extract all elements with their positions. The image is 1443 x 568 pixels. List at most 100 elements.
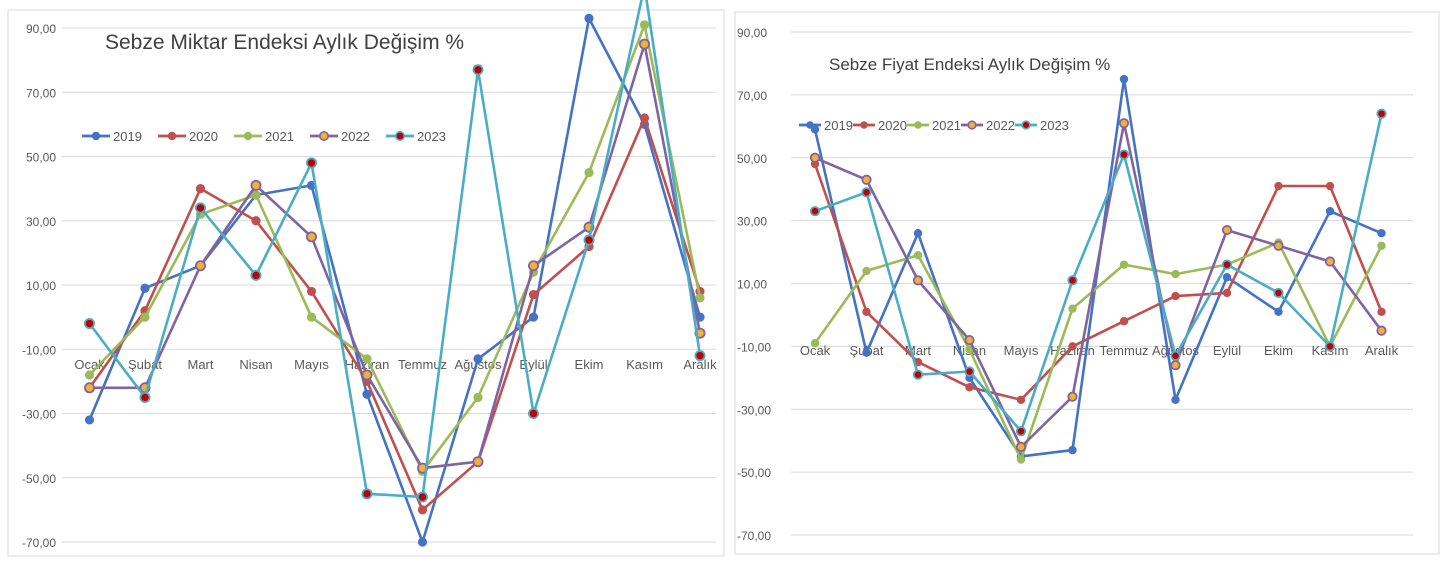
data-point-2021-agustos xyxy=(473,392,483,403)
data-point-2023-aralik xyxy=(694,350,706,362)
data-point-2019-mart xyxy=(913,229,923,238)
legend-item-2022: 2022 xyxy=(961,118,1015,133)
data-point-2021-haziran xyxy=(1068,304,1077,313)
data-point-2021-kasim xyxy=(639,20,650,30)
series-2020 xyxy=(810,159,1386,405)
data-point-2020-aralik xyxy=(1377,307,1386,316)
data-point-2023-subat xyxy=(861,187,872,198)
data-point-2023-ocak xyxy=(809,206,821,217)
y-tick-label: -70,00 xyxy=(737,529,771,543)
data-point-2022-temmuz xyxy=(1118,118,1130,129)
series-line-2021 xyxy=(88,23,702,473)
data-point-2021-ocak xyxy=(84,370,95,380)
data-point-2020-haziran xyxy=(1068,342,1077,351)
data-point-2021-subat xyxy=(862,266,871,276)
data-point-2019-ekim xyxy=(584,13,594,23)
y-tick-label: -10,00 xyxy=(22,343,56,357)
data-point-2019-eylul xyxy=(1222,273,1232,282)
data-point-2019-subat xyxy=(140,283,150,293)
data-point-2019-temmuz xyxy=(1119,74,1129,84)
series-line-2022 xyxy=(814,121,1383,449)
data-point-2021-mayis xyxy=(1016,455,1026,464)
data-point-2022-ocak xyxy=(809,152,821,163)
legend-swatch-marker xyxy=(860,121,868,129)
data-point-2020-eylul xyxy=(528,290,539,300)
category-label-agustos: Ağustos xyxy=(1152,343,1199,358)
legend-swatch-marker xyxy=(167,131,177,141)
data-point-2021-nisan xyxy=(251,190,261,200)
category-label-kasim: Kasım xyxy=(626,357,663,372)
data-point-2022-mayis xyxy=(1015,441,1027,453)
miktar-chart-panel: 90,00 70,00 50,00 30,00 10,00 -10,00 -30,00 -50… xyxy=(7,0,725,557)
category-label-ekim: Ekim xyxy=(1264,343,1293,358)
legend-item-2021: 2021 xyxy=(907,118,961,133)
y-tick-label: -70,00 xyxy=(22,536,56,550)
legend-item-2023: 2023 xyxy=(386,129,446,144)
legend-item-2021: 2021 xyxy=(234,129,294,144)
legend-swatch-marker xyxy=(1021,120,1031,130)
series-2023 xyxy=(809,108,1387,437)
data-point-2022-eylul xyxy=(528,260,540,272)
data-point-2021-haziran xyxy=(362,354,372,364)
data-point-2021-subat xyxy=(140,312,150,322)
legend-label: 2019 xyxy=(824,118,853,133)
data-point-2022-agustos xyxy=(1170,360,1181,371)
y-tick-label: 90,00 xyxy=(737,26,767,40)
chart-legend: 2019 2020 2021 2022 2023 xyxy=(799,118,1069,133)
data-point-2023-haziran xyxy=(1067,275,1078,286)
data-point-2023-nisan xyxy=(964,366,975,377)
data-point-2022-mart xyxy=(194,260,206,272)
data-point-2023-ocak xyxy=(84,318,96,330)
chart-frame xyxy=(7,9,725,557)
legend-swatch-marker xyxy=(243,131,253,141)
category-label-eylul: Eylül xyxy=(1213,343,1241,358)
legend-label: 2022 xyxy=(341,129,370,144)
y-tick-label: 10,00 xyxy=(737,278,767,292)
legend-swatch-marker xyxy=(967,120,977,130)
category-label-nisan: Nisan xyxy=(239,357,272,372)
data-point-2022-haziran xyxy=(361,369,373,381)
series-2023 xyxy=(84,0,706,503)
category-label-temmuz: Temmuz xyxy=(1099,343,1148,358)
series-line-2019 xyxy=(88,17,702,544)
data-point-2021-mayis xyxy=(306,312,317,322)
y-tick-label: 90,00 xyxy=(26,22,56,36)
data-point-2022-agustos xyxy=(472,456,484,468)
data-point-2019-haziran xyxy=(362,389,372,399)
legend-item-2019: 2019 xyxy=(799,118,853,133)
data-point-2022-subat xyxy=(861,174,872,185)
data-point-2022-haziran xyxy=(1067,391,1078,402)
legend-swatch-marker xyxy=(914,121,922,129)
y-tick-label: -50,00 xyxy=(737,466,771,480)
data-point-2023-temmuz xyxy=(416,491,428,503)
data-point-2019-haziran xyxy=(1068,445,1077,455)
data-point-2020-eylul xyxy=(1222,288,1232,298)
y-tick-label: 70,00 xyxy=(737,89,767,103)
legend-label: 2020 xyxy=(189,129,218,144)
legend-label: 2023 xyxy=(1040,118,1069,133)
legend-label: 2022 xyxy=(986,118,1015,133)
legend-item-2020: 2020 xyxy=(158,129,218,144)
series-line-2023 xyxy=(814,113,1383,433)
data-point-2020-nisan xyxy=(251,216,261,226)
legend-label: 2023 xyxy=(417,129,446,144)
category-label-haziran: Haziran xyxy=(345,357,390,372)
data-point-2021-ocak xyxy=(810,339,820,348)
data-point-2023-agustos xyxy=(472,64,484,76)
legend-item-2019: 2019 xyxy=(82,129,142,144)
data-point-2020-subat xyxy=(862,307,871,316)
data-point-2019-agustos xyxy=(473,354,483,364)
y-tick-label: 30,00 xyxy=(737,215,767,229)
category-label-aralik: Aralık xyxy=(683,357,717,372)
data-point-2019-subat xyxy=(862,348,871,357)
data-point-2022-mayis xyxy=(305,231,317,243)
legend-label: 2021 xyxy=(932,118,961,133)
legend-swatch-marker xyxy=(91,131,101,141)
y-tick-label: 30,00 xyxy=(26,215,56,229)
data-point-2023-ekim xyxy=(583,234,595,246)
series-line-2023 xyxy=(88,0,702,499)
data-point-2023-mart xyxy=(912,369,924,380)
data-point-2023-subat xyxy=(139,391,151,403)
chart-title: Sebze Fiyat Endeksi Aylık Değişim % xyxy=(829,55,1110,74)
data-point-2023-eylul xyxy=(1221,259,1233,270)
